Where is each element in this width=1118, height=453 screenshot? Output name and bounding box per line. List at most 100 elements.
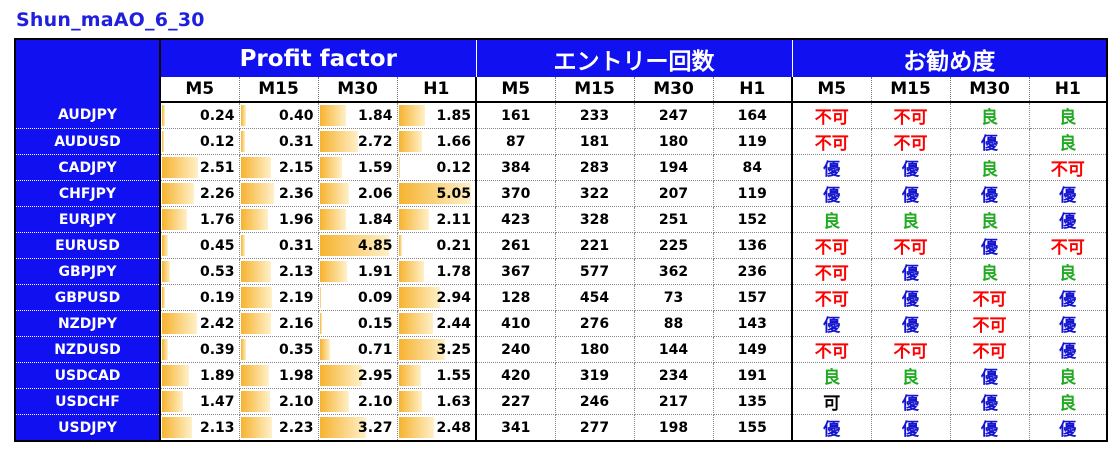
profit-factor-bar [162, 391, 183, 412]
profit-factor-bar [240, 287, 272, 308]
entry-count-cell: 88 [633, 310, 714, 337]
profit-factor-cell: 1.89 [159, 362, 240, 389]
profit-factor-value: 0.12 [199, 133, 235, 150]
profit-factor-bar [398, 339, 445, 360]
profit-factor-value: 1.47 [199, 393, 235, 410]
group-header-entry-count: エントリー回数 [475, 39, 793, 77]
currency-pair-label: GBPUSD [15, 284, 161, 311]
profit-factor-cell: 3.25 [396, 336, 477, 363]
entry-count-cell: 149 [712, 336, 793, 363]
profit-factor-cell: 2.26 [159, 180, 240, 207]
recommendation-cell: 不可 [870, 232, 951, 259]
entry-count-cell: 119 [712, 128, 793, 155]
profit-factor-bar [398, 417, 434, 438]
table-row: EURJPY 1.76 1.96 1.84 2.11 423 328 251 152 良良良優 [15, 206, 1108, 233]
profit-factor-bar [398, 287, 441, 308]
recommendation-cell: 優 [1028, 336, 1108, 363]
recommendation-cell: 良 [949, 101, 1030, 129]
profit-factor-cell: 1.59 [317, 154, 398, 181]
profit-factor-cell: 1.84 [317, 101, 398, 129]
profit-factor-value: 1.84 [357, 211, 393, 228]
recommendation-cell: 優 [1028, 310, 1108, 337]
profit-factor-cell: 0.19 [159, 284, 240, 311]
currency-pair-label: GBPJPY [15, 258, 161, 285]
profit-factor-value: 1.85 [436, 107, 471, 124]
entry-count-cell: 251 [633, 206, 714, 233]
profit-factor-bar [162, 287, 165, 308]
profit-factor-cell: 2.19 [238, 284, 319, 311]
profit-factor-cell: 0.24 [159, 101, 240, 129]
profit-factor-value: 2.95 [357, 367, 393, 384]
profit-factor-value: 0.35 [278, 341, 314, 358]
table-row: CHFJPY 2.26 2.36 2.06 5.05 370 322 207 119 優優優優 [15, 180, 1108, 207]
currency-pair-label: CADJPY [15, 154, 161, 181]
timeframe-header-rating-h1: H1 [1028, 77, 1108, 103]
entry-count-cell: 277 [554, 414, 635, 442]
recommendation-cell: 良 [1028, 258, 1108, 285]
table-row: NZDJPY 2.42 2.16 0.15 2.44 410 276 88 143 優優不可優 [15, 310, 1108, 337]
profit-factor-cell: 1.47 [159, 388, 240, 415]
profit-factor-value: 2.19 [278, 289, 314, 306]
timeframe-header-pf-m15: M15 [238, 77, 319, 103]
table-row: GBPUSD 0.19 2.19 0.09 2.94 128 454 73 157 不可優不可優 [15, 284, 1108, 311]
profit-factor-bar [240, 183, 275, 204]
profit-factor-bar [319, 157, 343, 178]
recommendation-cell: 不可 [1028, 154, 1108, 181]
profit-factor-cell: 2.51 [159, 154, 240, 181]
entry-count-cell: 136 [712, 232, 793, 259]
profit-factor-bar [398, 365, 421, 386]
entry-count-cell: 180 [554, 336, 635, 363]
table-row: USDCHF 1.47 2.10 2.10 1.63 227 246 217 135 可優優良 [15, 388, 1108, 415]
profit-factor-bar [398, 261, 424, 282]
entry-count-cell: 157 [712, 284, 793, 311]
profit-factor-cell: 2.13 [238, 258, 319, 285]
profit-factor-bar [162, 313, 197, 334]
profit-factor-cell: 2.16 [238, 310, 319, 337]
profit-factor-bar [319, 105, 346, 126]
profit-factor-value: 2.10 [357, 393, 393, 410]
profit-factor-bar [319, 391, 350, 412]
profit-factor-value: 3.27 [357, 419, 393, 436]
entry-count-cell: 370 [475, 180, 556, 207]
entry-count-cell: 87 [475, 128, 556, 155]
page-title: Shun_maAO_6_30 [16, 9, 205, 31]
recommendation-cell: 優 [949, 232, 1030, 259]
recommendation-cell: 不可 [949, 336, 1030, 363]
profit-factor-cell: 4.85 [317, 232, 398, 259]
recommendation-cell: 不可 [791, 336, 872, 363]
profit-factor-value: 0.39 [199, 341, 235, 358]
profit-factor-bar [240, 131, 245, 152]
profit-factor-cell: 0.71 [317, 336, 398, 363]
entry-count-cell: 225 [633, 232, 714, 259]
entry-count-cell: 341 [475, 414, 556, 442]
entry-count-cell: 240 [475, 336, 556, 363]
profit-factor-value: 0.09 [357, 289, 393, 306]
profit-factor-cell: 0.31 [238, 232, 319, 259]
profit-factor-cell: 2.10 [238, 388, 319, 415]
profit-factor-cell: 2.95 [317, 362, 398, 389]
table-row: EURUSD 0.45 0.31 4.85 0.21 261 221 225 136 不可 不可優不… [15, 232, 1108, 259]
entry-count-cell: 128 [475, 284, 556, 311]
recommendation-cell: 優 [870, 414, 951, 442]
profit-factor-value: 1.89 [199, 367, 235, 384]
profit-factor-cell: 0.12 [159, 128, 240, 155]
profit-factor-value: 1.59 [357, 159, 393, 176]
profit-factor-cell: 0.40 [238, 101, 319, 129]
recommendation-cell: 不可 [949, 284, 1030, 311]
profit-factor-value: 2.36 [278, 185, 314, 202]
profit-factor-cell: 1.91 [317, 258, 398, 285]
profit-factor-cell: 2.48 [396, 414, 477, 442]
profit-factor-bar [240, 235, 245, 256]
entry-count-cell: 164 [712, 101, 793, 129]
entry-count-cell: 577 [554, 258, 635, 285]
profit-factor-bar [398, 391, 422, 412]
profit-factor-bar [240, 365, 269, 386]
profit-factor-bar [162, 209, 188, 230]
recommendation-cell: 優 [949, 414, 1030, 442]
recommendation-cell: 良 [1028, 101, 1108, 129]
timeframe-header-rating-m5: M5 [791, 77, 872, 103]
profit-factor-cell: 2.11 [396, 206, 477, 233]
profit-factor-value: 5.05 [436, 185, 471, 202]
profit-factor-value: 0.31 [278, 237, 314, 254]
currency-pair-label: USDJPY [15, 414, 161, 442]
